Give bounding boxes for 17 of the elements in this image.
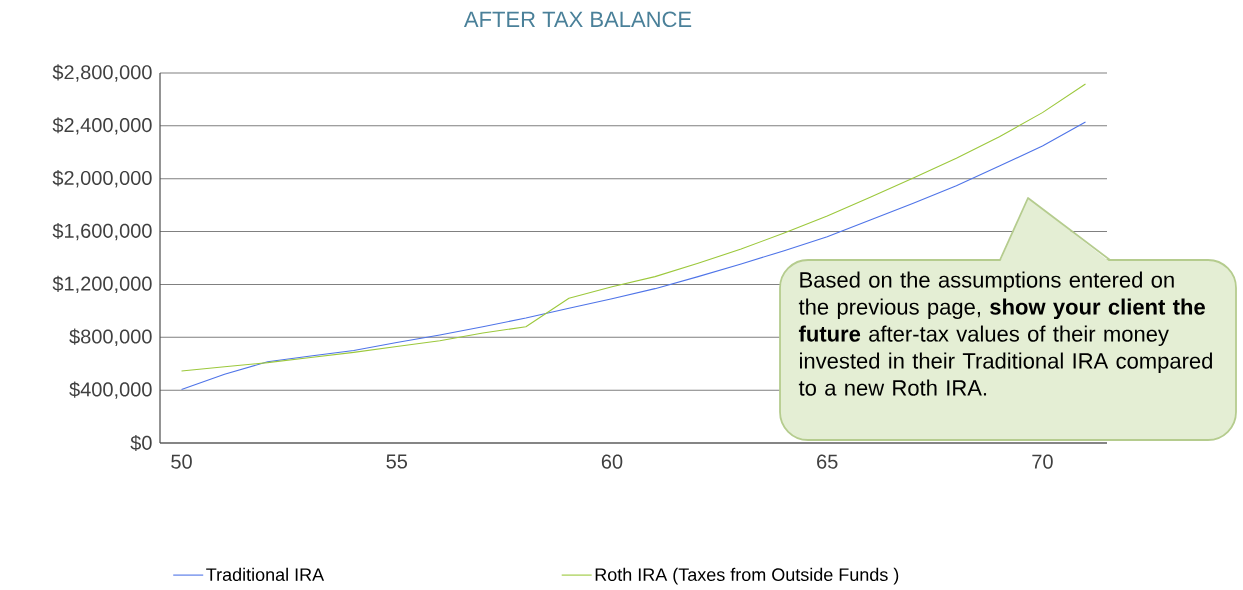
y-tick-label: $1,600,000 [52, 222, 152, 241]
y-tick-label: $2,000,000 [52, 170, 152, 188]
x-tick-label: 50 [171, 454, 192, 469]
y-tick-label: $2,800,000 [52, 64, 152, 82]
text: Based on the assumptions entered on the previous page, show your client the future after-tax values of their money invested in their Traditional IRA compared to a new Roth IRA. [798, 271, 1212, 396]
x-tick-label: 55 [386, 454, 408, 469]
y-tick-label: $2,400,000 [52, 117, 152, 135]
legend-label: Traditional IRA [206, 567, 325, 582]
y-tick-label: $1,200,000 [52, 275, 152, 294]
x-tick-label: 60 [601, 454, 623, 469]
y-tick-label: $800,000 [69, 328, 152, 346]
y-tick-label: $0 [130, 434, 152, 452]
chart-title: AFTER TAX BALANCE [463, 11, 692, 28]
x-tick-label: 65 [817, 454, 838, 469]
legend-label: Roth IRA (Taxes from Outside Funds ) [595, 567, 899, 585]
x-tick-label: 70 [1032, 454, 1053, 469]
y-tick-label: $400,000 [69, 381, 152, 399]
